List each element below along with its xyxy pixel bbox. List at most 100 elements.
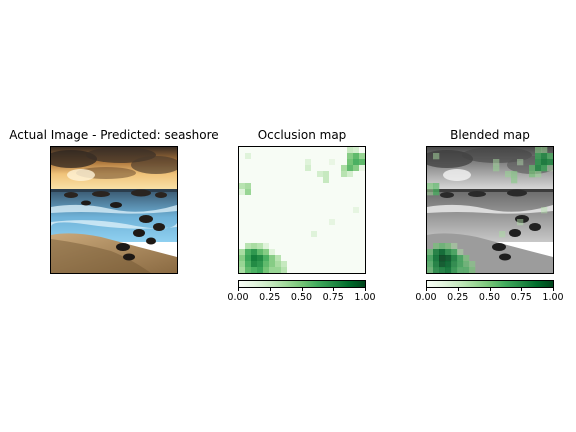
occlusion-cell — [317, 177, 324, 184]
occlusion-cell — [281, 231, 288, 238]
occlusion-cell — [299, 207, 306, 214]
occlusion-cell — [269, 255, 276, 262]
occlusion-cell — [347, 219, 354, 226]
occlusion-cell — [251, 177, 258, 184]
occlusion-cell — [335, 231, 342, 238]
occlusion-cell — [299, 171, 306, 178]
occlusion-cell — [263, 267, 270, 273]
colorbar-tick-mark — [521, 288, 523, 291]
occlusion-cell — [305, 267, 312, 273]
blended-map — [426, 146, 554, 274]
occlusion-cell — [257, 183, 264, 190]
occlusion-cell — [263, 225, 270, 232]
occlusion-cell — [269, 207, 276, 214]
occlusion-cell — [341, 195, 348, 202]
occlusion-cell — [281, 195, 288, 202]
occlusion-cell — [293, 225, 300, 232]
occlusion-cell — [299, 153, 306, 160]
occlusion-cell — [353, 219, 360, 226]
occlusion-cell — [239, 249, 246, 256]
occlusion-cell — [275, 153, 282, 160]
occlusion-cell — [329, 261, 336, 268]
occlusion-cell — [299, 219, 306, 226]
occlusion-cell — [347, 159, 354, 166]
occlusion-cell — [281, 201, 288, 208]
occlusion-cell — [251, 213, 258, 220]
occlusion-cell — [317, 249, 324, 256]
occlusion-cell — [281, 177, 288, 184]
occlusion-cell — [347, 267, 354, 273]
blended-heatmap — [427, 147, 553, 273]
occlusion-cell — [359, 165, 365, 172]
occlusion-cell — [317, 165, 324, 172]
occlusion-cell — [245, 165, 252, 172]
occlusion-cell — [323, 243, 330, 250]
occlusion-cell — [251, 171, 258, 178]
occlusion-cell — [287, 195, 294, 202]
occlusion-cell — [329, 159, 336, 166]
occlusion-cell — [257, 201, 264, 208]
blended-cell — [433, 255, 440, 262]
occlusion-cell — [287, 147, 294, 154]
occlusion-cell — [239, 147, 246, 154]
occlusion-cell — [341, 219, 348, 226]
occlusion-cell — [281, 261, 288, 268]
occlusion-cell — [323, 261, 330, 268]
occlusion-cell — [293, 171, 300, 178]
occlusion-cell — [275, 171, 282, 178]
occlusion-cell — [257, 261, 264, 268]
occlusion-cell — [311, 189, 318, 196]
occlusion-cell — [329, 219, 336, 226]
occlusion-cell — [305, 183, 312, 190]
occlusion-cell — [329, 255, 336, 262]
occlusion-cell — [257, 171, 264, 178]
occlusion-cell — [329, 177, 336, 184]
occlusion-cell — [317, 153, 324, 160]
occlusion-cell — [287, 231, 294, 238]
occlusion-cell — [263, 213, 270, 220]
occlusion-cell — [341, 261, 348, 268]
occlusion-cell — [269, 201, 276, 208]
occlusion-cell — [323, 171, 330, 178]
seashore-photo — [51, 147, 177, 273]
occlusion-cell — [245, 195, 252, 202]
occlusion-cell — [335, 147, 342, 154]
blended-cell — [433, 261, 440, 268]
colorbar-tick-label: 0.50 — [478, 292, 501, 303]
occlusion-cell — [245, 255, 252, 262]
occlusion-cell — [347, 261, 354, 268]
occlusion-cell — [287, 171, 294, 178]
occlusion-cell — [239, 231, 246, 238]
occlusion-cell — [317, 183, 324, 190]
colorbar-tick-mark — [553, 288, 554, 291]
occlusion-cell — [239, 189, 246, 196]
occlusion-cell — [299, 261, 306, 268]
occlusion-cell — [245, 261, 252, 268]
occlusion-cell — [323, 213, 330, 220]
occlusion-cell — [275, 261, 282, 268]
occlusion-cell — [263, 177, 270, 184]
occlusion-cell — [275, 231, 282, 238]
occlusion-cell — [281, 243, 288, 250]
occlusion-cell — [269, 195, 276, 202]
blended-cell — [457, 267, 464, 273]
blended-cell — [427, 189, 434, 196]
occlusion-cell — [311, 225, 318, 232]
occlusion-cell — [257, 153, 264, 160]
occlusion-cell — [299, 183, 306, 190]
occlusion-cell — [317, 243, 324, 250]
occlusion-cell — [359, 201, 365, 208]
occlusion-cell — [359, 153, 365, 160]
blended-cell — [427, 261, 434, 268]
occlusion-cell — [317, 225, 324, 232]
occlusion-cell — [269, 171, 276, 178]
blended-cell — [439, 267, 446, 273]
occlusion-cell — [353, 207, 360, 214]
occlusion-cell — [329, 183, 336, 190]
occlusion-cell — [347, 153, 354, 160]
blended-cell — [541, 165, 548, 172]
occlusion-cell — [299, 147, 306, 154]
occlusion-cell — [311, 195, 318, 202]
occlusion-cell — [335, 189, 342, 196]
occlusion-cell — [341, 207, 348, 214]
